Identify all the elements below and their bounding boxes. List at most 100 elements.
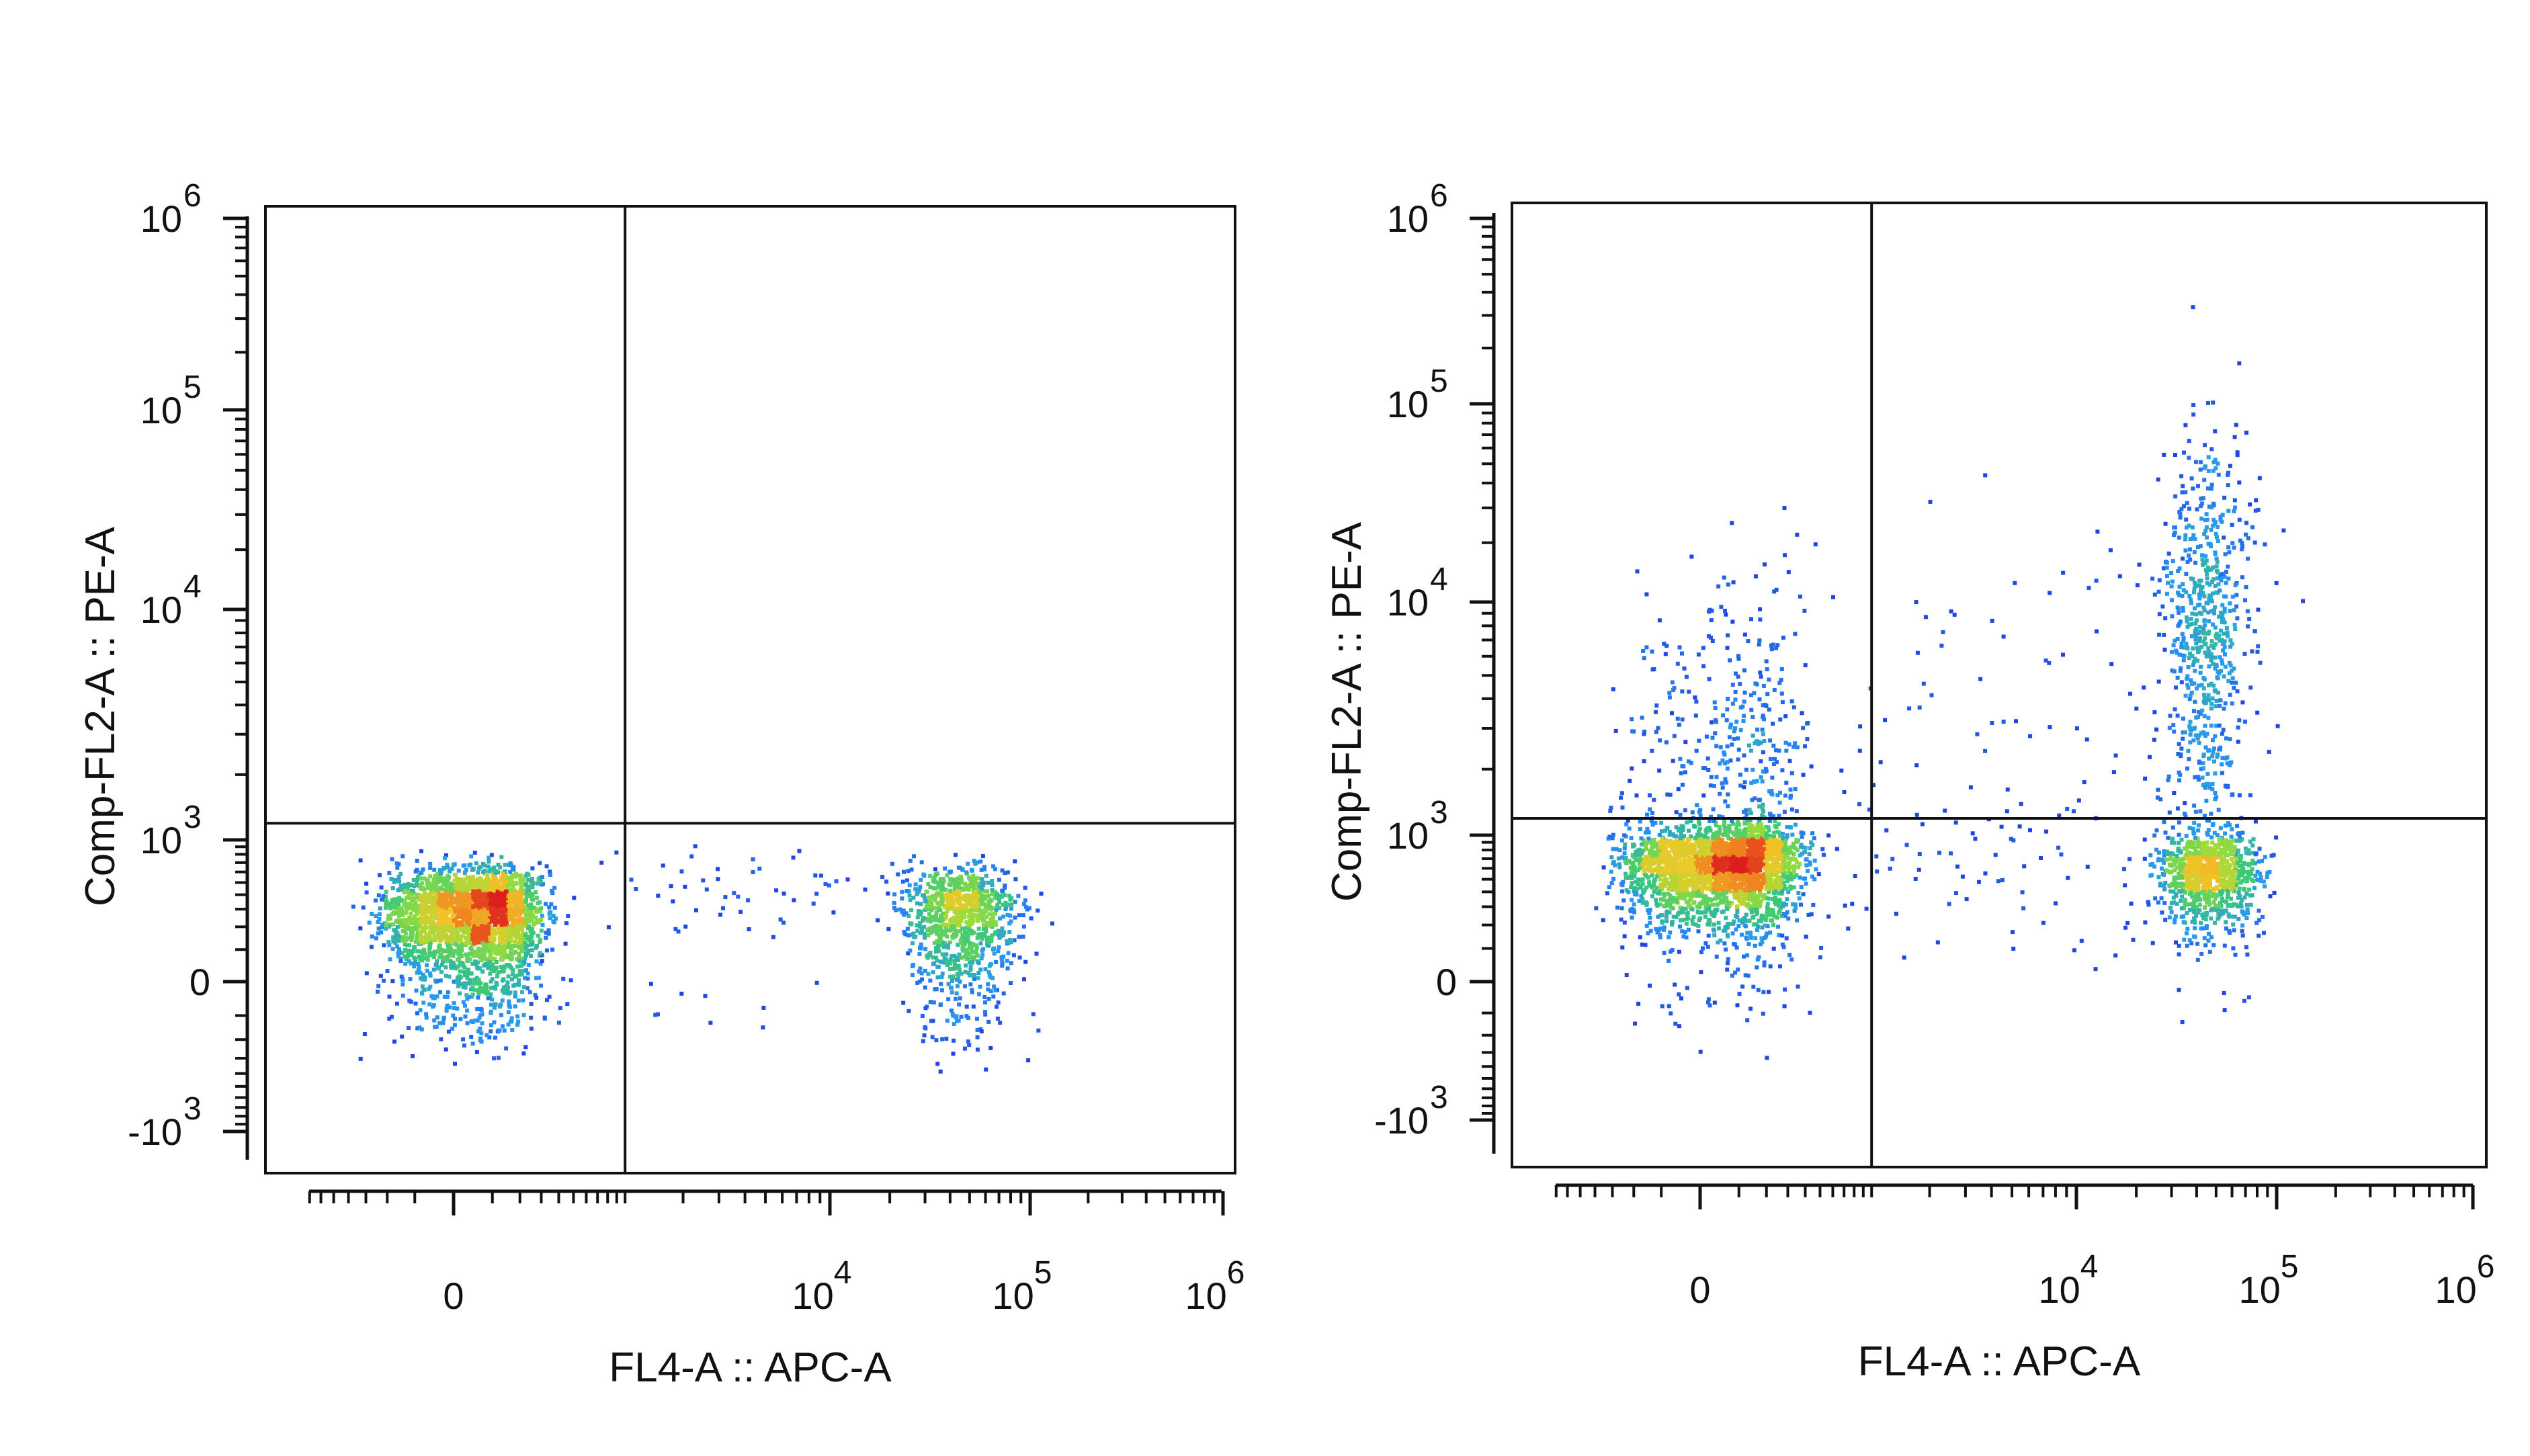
data-point (491, 945, 495, 949)
data-point (534, 909, 539, 914)
data-point (468, 897, 473, 902)
data-point (521, 904, 525, 908)
data-point (521, 1013, 526, 1017)
data-point (474, 879, 478, 884)
data-point (704, 887, 709, 892)
data-point (431, 968, 436, 972)
data-point (515, 1023, 520, 1027)
data-point (924, 905, 929, 909)
data-point (438, 927, 443, 931)
data-point (423, 910, 428, 914)
data-point (516, 900, 521, 904)
data-point (459, 885, 464, 890)
data-points (1594, 305, 2306, 1060)
data-point (1795, 848, 1800, 853)
data-point (938, 959, 943, 964)
data-point (450, 900, 454, 904)
data-point (940, 933, 945, 937)
data-point (1017, 935, 1021, 939)
data-point (928, 885, 933, 890)
data-point (434, 888, 439, 892)
data-point (462, 908, 466, 913)
data-point (701, 878, 706, 883)
data-point (514, 893, 519, 898)
data-point (400, 978, 405, 982)
data-point (488, 946, 493, 950)
data-point (1003, 893, 1007, 898)
data-point (962, 911, 967, 916)
data-point (476, 992, 481, 996)
data-point (1784, 836, 1789, 841)
data-point (992, 951, 997, 956)
data-point (386, 913, 391, 918)
data-point (1662, 925, 1667, 930)
data-point (956, 876, 960, 881)
data-point (517, 939, 522, 943)
data-point (499, 923, 504, 927)
data-point (390, 886, 395, 890)
data-point (958, 938, 963, 943)
data-point (464, 911, 469, 916)
data-point (971, 898, 976, 903)
data-point (416, 904, 421, 908)
data-point (385, 969, 390, 973)
data-point (470, 1041, 475, 1046)
data-point (968, 911, 972, 916)
data-point (1781, 904, 1785, 908)
data-point (466, 939, 470, 943)
data-point (987, 973, 992, 977)
data-point (450, 1027, 454, 1031)
data-point (483, 962, 488, 966)
data-point (420, 895, 425, 900)
data-point (396, 951, 400, 955)
data-point (508, 907, 513, 912)
data-point (948, 957, 953, 961)
y-tick-label: 0 (189, 961, 210, 1003)
data-point (407, 959, 411, 963)
data-point (418, 933, 423, 938)
data-point (936, 929, 941, 933)
data-point (409, 892, 414, 896)
data-point (1734, 927, 1738, 932)
data-point (386, 939, 391, 944)
data-point (1004, 903, 1009, 908)
data-point (413, 906, 417, 911)
data-point (505, 988, 509, 992)
data-point (1793, 846, 1798, 851)
data-point (405, 943, 409, 947)
data-point (501, 969, 506, 974)
data-point (948, 986, 953, 990)
data-point (412, 964, 417, 969)
data-point (1667, 886, 1671, 891)
data-point (961, 914, 965, 918)
data-point (411, 903, 416, 908)
data-point (480, 903, 484, 908)
data-point (530, 895, 534, 900)
data-point (1785, 910, 1789, 914)
data-point (475, 912, 479, 916)
data-point (716, 877, 720, 882)
data-point (417, 908, 421, 913)
data-point (482, 955, 487, 959)
data-point (445, 994, 450, 999)
data-point (950, 894, 955, 899)
data-point (956, 1018, 961, 1023)
data-point (508, 990, 513, 995)
data-point (499, 1013, 503, 1017)
data-point (393, 941, 398, 945)
data-point (404, 957, 409, 961)
data-point (1699, 875, 1704, 880)
data-point (919, 860, 924, 865)
data-point (1781, 880, 1785, 885)
data-point (1658, 897, 1663, 902)
data-point (944, 923, 949, 927)
data-point (928, 873, 933, 878)
data-point (489, 1029, 493, 1033)
data-point (476, 933, 481, 937)
data-point (483, 903, 488, 907)
data-point (503, 923, 507, 927)
data-point (427, 947, 431, 951)
data-point (1673, 1021, 1678, 1026)
data-point (471, 904, 476, 909)
data-point (952, 915, 957, 920)
